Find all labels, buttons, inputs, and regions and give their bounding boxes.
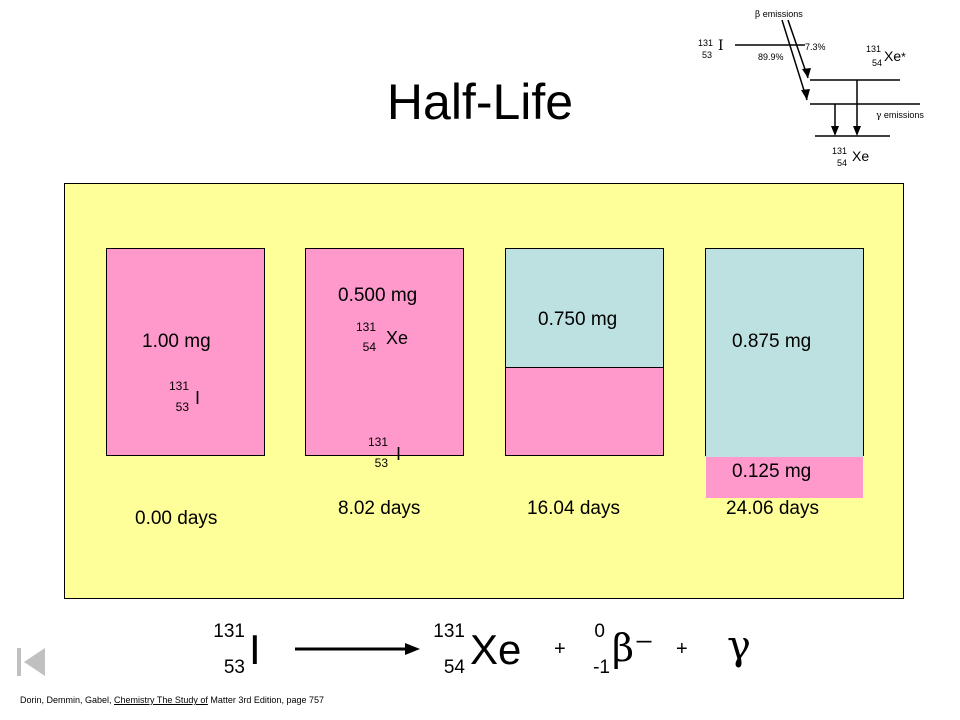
product-mass: 131 [832, 146, 848, 156]
decay-equation: 131 53 I 131 54 Xe + 0 -1 β⁻ + γ [0, 605, 960, 695]
xenon-portion [706, 249, 863, 458]
iodine-atomic-number: 53 [175, 400, 189, 414]
parent-atomic: 53 [702, 50, 713, 60]
branch-1-label: 89.9% [758, 52, 784, 62]
product-symbol: Xe [470, 626, 522, 673]
sample-bar-8-days: 0.500 mg 131 54 Xe 131 53 I [305, 248, 464, 470]
iodine-portion [506, 368, 663, 455]
product-atomic-number: 54 [443, 657, 465, 678]
iodine-mass: 1.00 mg [142, 331, 211, 352]
page-title: Half-Life [386, 74, 574, 130]
iodine-symbol: I [195, 388, 201, 408]
reactant-symbol: I [249, 626, 261, 673]
plus-sign: + [554, 638, 566, 660]
plus-sign: + [676, 638, 688, 660]
time-label-0: 0.00 days [135, 508, 218, 529]
xenon-mass: 0.875 mg [732, 331, 812, 352]
beta-symbol: β⁻ [612, 626, 655, 670]
iodine-symbol: I [396, 444, 402, 464]
xenon-mass-number: 131 [355, 320, 376, 334]
parent-symbol: I [718, 38, 724, 54]
product-mass-number: 131 [433, 621, 465, 642]
iodine-atomic-number: 53 [374, 456, 388, 470]
time-label-24: 24.06 days [726, 498, 819, 519]
xenon-mass: 0.500 mg [338, 285, 418, 306]
reaction-arrow [295, 643, 420, 655]
parent-mass: 131 [698, 38, 714, 48]
intermediate-mass: 131 [866, 44, 882, 54]
intermediate-atomic: 54 [872, 58, 883, 68]
iodine-mass-number: 131 [168, 379, 189, 393]
iodine-mass-number: 131 [367, 435, 388, 449]
product-atomic: 54 [837, 158, 848, 168]
xenon-atomic-number: 54 [362, 340, 376, 354]
branch-2-label: 7.3% [805, 42, 826, 52]
iodine-portion [706, 457, 863, 499]
decay-scheme: β emissions 131 53 I 89.9% 7.3% 131 54 X… [690, 0, 960, 180]
xenon-mass: 0.750 mg [538, 309, 618, 330]
citation: Dorin, Demmin, Gabel, Chemistry The Stud… [20, 695, 324, 705]
citation-book-title: Chemistry The Study of [114, 695, 208, 705]
xenon-symbol: Xe [386, 328, 409, 348]
iodine-portion [306, 249, 463, 455]
intermediate-symbol: Xe* [884, 48, 906, 64]
time-label-8: 8.02 days [338, 498, 421, 519]
skip-to-start-icon[interactable] [16, 646, 46, 678]
decay-scheme-lines [735, 19, 920, 137]
time-label-16: 16.04 days [527, 498, 620, 519]
reactant-mass-number: 131 [213, 621, 245, 642]
iodine-portion [107, 249, 264, 455]
product-symbol: Xe [852, 148, 870, 164]
sample-bar-16-days: 0.750 mg [505, 248, 664, 456]
beta-charge: -1 [593, 657, 610, 678]
xenon-portion [506, 249, 663, 369]
sample-bar-24-days: 0.875 mg 0.125 mg [705, 248, 864, 499]
decay-panel: 1.00 mg 131 53 I 0.00 days 0.500 mg 131 … [64, 183, 904, 599]
reactant-atomic-number: 53 [223, 657, 245, 678]
sample-bar-0-days: 1.00 mg 131 53 I [106, 248, 265, 456]
gamma-symbol: γ [727, 623, 751, 669]
gamma-emissions-label: γ emissions [876, 110, 924, 121]
beta-mass-number: 0 [594, 621, 605, 642]
beta-emissions-label: β emissions [755, 9, 803, 20]
iodine-mass: 0.125 mg [732, 461, 812, 482]
